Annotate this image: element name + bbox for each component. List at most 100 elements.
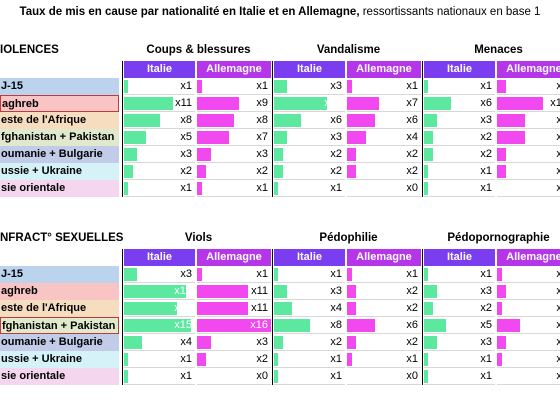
allemagne-value: x0 [556,180,560,196]
allemagne-bar [197,302,248,315]
italie-cell: x11 [124,95,195,112]
italie-value: x1 [330,370,342,382]
italie-value: x12 [174,302,192,314]
allemagne-bar [347,131,366,144]
italie-value: x5 [480,319,492,331]
italie-bar [274,336,283,349]
allemagne-bar [197,165,206,178]
allemagne-bar [197,353,206,366]
italie-cell: x1 [274,351,345,368]
allemagne-value: x2 [556,146,560,162]
italie-cell: x5 [424,317,495,334]
italie-value: x8 [330,319,342,331]
allemagne-bar [497,353,502,366]
allemagne-value: x0 [406,370,418,382]
italie-value: x3 [330,285,342,297]
allemagne-cell: x1 [497,300,560,317]
allemagne-value: x2 [556,163,560,179]
italie-cell: x2 [274,146,345,163]
italie-value: x2 [330,148,342,160]
italie-value: x2 [180,165,192,177]
allemagne-cell: x2 [347,334,421,351]
allemagne-value: x0 [556,368,560,384]
allemagne-bar [497,80,506,93]
allemagne-cell: x7 [347,95,421,112]
allemagne-bar [347,114,375,127]
allemagne-value: x2 [406,302,418,314]
italie-bar [424,319,446,332]
italie-bar [124,114,160,127]
chart-title: Taux de mis en cause par nationalité en … [19,6,541,18]
allemagne-cell: x6 [347,317,421,334]
group-title: Menaces [474,44,523,56]
italie-bar [274,131,287,144]
allemagne-bar [197,268,202,281]
italie-value: x1 [480,268,492,280]
allemagne-bar [197,336,211,349]
allemagne-value: x3 [256,148,268,160]
allemagne-value: x9 [256,97,268,109]
allemagne-cell: x1 [347,351,421,368]
allemagne-bar [347,97,379,110]
italie-value: x3 [180,268,192,280]
category-label: este de l'Afrique [0,300,119,317]
italie-bar [124,182,128,195]
allemagne-cell: x2 [497,78,560,95]
italie-value: x6 [480,97,492,109]
italie-cell: x2 [274,163,345,180]
category-label: aghreb [0,95,119,112]
allemagne-cell: x0 [347,368,421,385]
italie-bar [424,165,428,178]
italie-cell: x1 [274,180,345,197]
italie-cell: x6 [274,112,345,129]
allemagne-value: x0 [256,370,268,382]
allemagne-value: x2 [406,336,418,348]
italie-bar [124,131,146,144]
italie-bar [124,285,186,298]
allemagne-bar [197,131,229,144]
allemagne-value: x7 [406,97,418,109]
italie-value: x1 [480,165,492,177]
allemagne-bar [347,302,356,315]
allemagne-bar [347,80,352,93]
group-divider [122,249,123,385]
allemagne-cell: x1 [197,266,271,283]
allemagne-bar [347,268,352,281]
allemagne-bar [197,182,202,195]
allemagne-cell: x2 [197,351,271,368]
allemagne-cell: x6 [497,112,560,129]
allemagne-cell: x9 [197,95,271,112]
allemagne-bar [497,319,520,332]
category-label: este de l'Afrique [0,112,119,129]
italie-cell: x1 [124,351,195,368]
group-divider [422,61,423,197]
allemagne-value: x1 [256,268,268,280]
allemagne-bar [197,148,211,161]
italie-bar [274,182,278,195]
allemagne-bar [197,97,239,110]
allemagne-bar [347,353,352,366]
allemagne-bar [347,285,356,298]
allemagne-bar [497,131,525,144]
allemagne-cell: x11 [197,283,271,300]
italie-value: x2 [330,165,342,177]
allemagne-header: Allemagne [347,61,421,78]
allemagne-header: Allemagne [497,249,560,266]
italie-bar [124,353,128,366]
italie-value: x8 [180,114,192,126]
allemagne-cell: x1 [497,351,560,368]
allemagne-cell: x5 [497,317,560,334]
category-label: J-15 [0,78,119,95]
allemagne-cell: x2 [497,334,560,351]
allemagne-value: x6 [556,112,560,128]
italie-value: x3 [480,285,492,297]
allemagne-bar [347,336,356,349]
allemagne-value: x1 [256,182,268,194]
allemagne-bar [497,114,525,127]
italie-value: x1 [330,182,342,194]
italie-cell: x2 [424,129,495,146]
allemagne-value: x3 [256,336,268,348]
allemagne-bar [347,148,356,161]
allemagne-value: x8 [256,114,268,126]
allemagne-cell: x10 [497,95,560,112]
